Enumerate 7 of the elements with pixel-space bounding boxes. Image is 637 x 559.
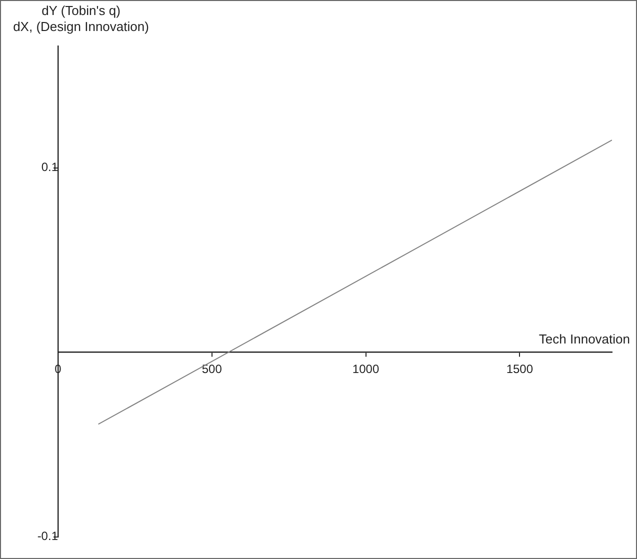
x-tick-label: 1500 bbox=[506, 362, 534, 376]
y-tick-label: -0.1 bbox=[37, 529, 58, 544]
y-axis-title: dY (Tobin's q) dX, (Design Innovation) bbox=[13, 3, 149, 34]
x-axis-title: Tech Innovation bbox=[538, 331, 630, 346]
y-tick-label: 0.1 bbox=[41, 160, 58, 174]
x-tick-label: 500 bbox=[202, 362, 222, 376]
x-tick-label: 1000 bbox=[352, 362, 380, 376]
